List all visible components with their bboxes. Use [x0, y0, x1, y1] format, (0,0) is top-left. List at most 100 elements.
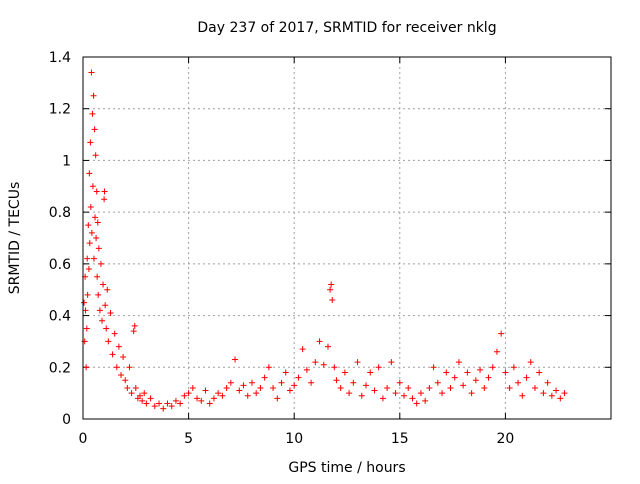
data-point [93, 188, 100, 195]
data-point [257, 384, 264, 391]
data-point [417, 390, 424, 397]
y-tick-label: 0.8 [49, 205, 71, 221]
data-point [164, 400, 171, 407]
plot-frame [82, 56, 612, 420]
y-tick-label: 1.2 [49, 102, 71, 118]
data-point [527, 359, 534, 366]
y-tick-label: 0.4 [49, 309, 71, 325]
data-point [320, 361, 327, 368]
data-point [103, 325, 110, 332]
data-point [87, 139, 94, 146]
data-point [540, 390, 547, 397]
data-point [409, 395, 416, 402]
data-point [426, 384, 433, 391]
data-point [223, 384, 230, 391]
data-point [189, 384, 196, 391]
data-point [115, 343, 122, 350]
data-point [111, 330, 118, 337]
data-point [384, 384, 391, 391]
data-point [375, 364, 382, 371]
data-point [282, 369, 289, 376]
data-point [422, 397, 429, 404]
x-tick-label: 15 [391, 431, 409, 447]
data-point [303, 366, 310, 373]
data-point [84, 255, 91, 262]
data-point [248, 379, 255, 386]
data-point [472, 377, 479, 384]
y-tick-label: 1.4 [49, 50, 71, 66]
data-point [85, 222, 92, 229]
data-point [553, 387, 560, 394]
data-point [396, 379, 403, 386]
data-point [329, 297, 336, 304]
data-point [151, 403, 158, 410]
data-point [147, 395, 154, 402]
data-point [388, 359, 395, 366]
data-point [327, 286, 334, 293]
data-point [137, 392, 144, 399]
data-point [94, 219, 101, 226]
y-tick-label: 1 [62, 153, 71, 169]
data-point [299, 346, 306, 353]
data-point [439, 390, 446, 397]
data-point [464, 369, 471, 376]
data-point [502, 369, 509, 376]
data-point [128, 390, 135, 397]
data-point [519, 392, 526, 399]
data-point [139, 397, 146, 404]
data-point [91, 126, 98, 133]
data-point [132, 384, 139, 391]
data-point [94, 273, 101, 280]
data-point [451, 374, 458, 381]
data-point [105, 338, 112, 345]
data-point [350, 379, 357, 386]
data-point [358, 392, 365, 399]
data-point [278, 379, 285, 386]
data-point [295, 374, 302, 381]
data-point [198, 397, 205, 404]
data-point [430, 364, 437, 371]
data-point [244, 392, 251, 399]
data-point [434, 379, 441, 386]
data-point [460, 382, 467, 389]
data-point [455, 359, 462, 366]
data-point [82, 307, 89, 314]
data-point [337, 384, 344, 391]
data-point [227, 379, 234, 386]
data-point [206, 400, 213, 407]
data-point [485, 374, 492, 381]
data-point [498, 330, 505, 337]
data-point [126, 364, 133, 371]
data-point [515, 379, 522, 386]
data-point [341, 369, 348, 376]
data-point [202, 387, 209, 394]
data-point [536, 369, 543, 376]
data-point [118, 372, 125, 379]
data-point [548, 392, 555, 399]
data-point [181, 392, 188, 399]
data-point [172, 397, 179, 404]
data-point [99, 317, 106, 324]
data-point [90, 92, 97, 99]
data-point [270, 384, 277, 391]
data-point [413, 400, 420, 407]
data-point [443, 369, 450, 376]
data-point [210, 395, 217, 402]
data-point [333, 377, 340, 384]
x-tick-label: 10 [285, 431, 303, 447]
data-point [405, 384, 412, 391]
data-point [531, 384, 538, 391]
x-tick-label: 5 [184, 431, 193, 447]
data-point [88, 69, 95, 76]
data-point [379, 395, 386, 402]
data-point [160, 405, 167, 412]
data-point [95, 245, 102, 252]
data-point [367, 369, 374, 376]
grid-lines [83, 57, 611, 419]
data-point [219, 392, 226, 399]
data-point [354, 359, 361, 366]
data-point [90, 255, 97, 262]
data-point [308, 379, 315, 386]
